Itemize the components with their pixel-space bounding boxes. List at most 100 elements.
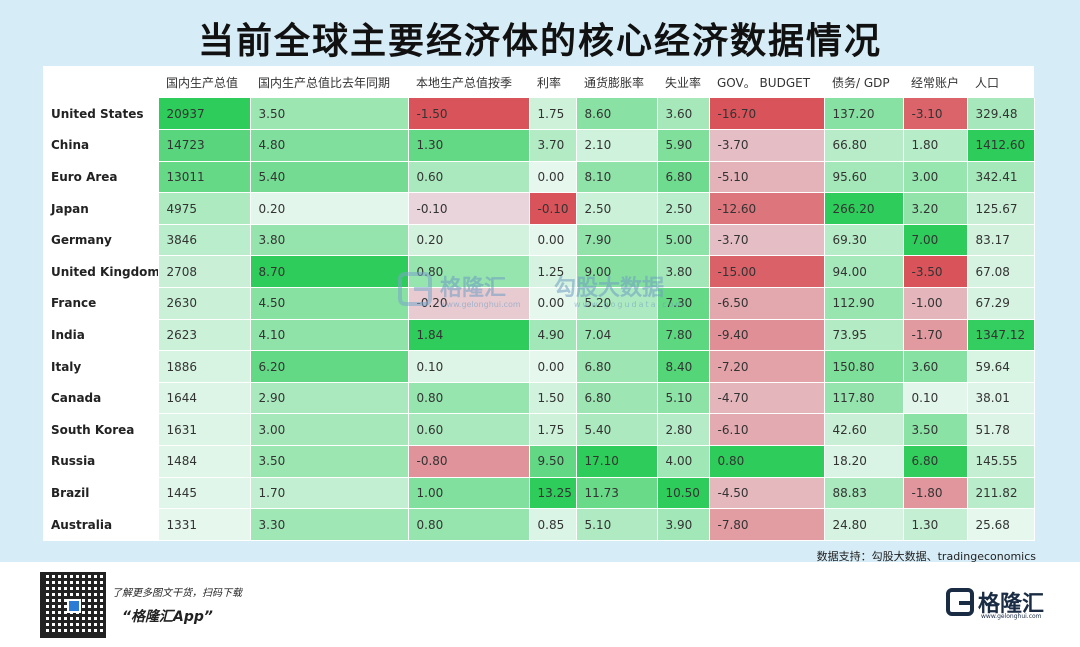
qr-center-logo-icon: [67, 599, 81, 613]
table-cell: -15.00: [709, 255, 825, 289]
page-title: 当前全球主要经济体的核心经济数据情况: [197, 21, 882, 62]
table-cell: 211.82: [967, 477, 1035, 510]
table-cell: 0.00: [529, 161, 577, 194]
table-cell: 5.40: [576, 413, 658, 447]
country-name: United States: [43, 98, 159, 131]
table-cell: 1412.60: [967, 129, 1035, 162]
table-cell: 329.48: [967, 98, 1035, 131]
table-cell: 7.00: [903, 224, 968, 257]
table-cell: -3.10: [903, 98, 968, 131]
column-header: 经常账户: [903, 66, 967, 98]
table-cell: 4975: [158, 192, 251, 225]
table-cell: 2.50: [576, 192, 658, 225]
table-cell: 73.95: [824, 319, 904, 352]
table-cell: 0.85: [529, 508, 577, 541]
table-row: India 2623 4.10 1.84 4.90 7.04 7.80 -9.40 73.95-…: [43, 319, 1035, 352]
brand-logo-icon: [946, 588, 974, 616]
table-cell: 1.75: [529, 413, 577, 447]
table-row: Italy 1886 6.20 0.10 0.00 6.80 8.40 -7.20 150.80…: [43, 350, 1035, 383]
table-cell: 18.20: [824, 445, 904, 478]
table-cell: 1644: [158, 382, 251, 415]
table-cell: 3.50: [903, 413, 968, 447]
table-cell: 2.10: [576, 129, 658, 162]
table-cell: 14723: [158, 129, 251, 162]
table-cell: 20937: [158, 98, 251, 131]
country-name: Germany: [43, 224, 159, 257]
table-cell: 1.00: [408, 477, 530, 510]
footer-app-name: “格隆汇App”: [122, 609, 213, 625]
table-cell: 1445: [158, 477, 251, 510]
table-cell: -4.70: [709, 382, 825, 415]
table-cell: 2623: [158, 319, 251, 352]
table-cell: -0.80: [408, 445, 530, 478]
table-cell: 0.20: [408, 224, 530, 257]
table-cell: 83.17: [967, 224, 1035, 257]
table-cell: 2630: [158, 287, 251, 320]
table-cell: 6.80: [576, 382, 658, 415]
table-cell: 6.80: [576, 350, 658, 383]
table-cell: 9.50: [529, 445, 577, 478]
table-cell: 4.50: [250, 287, 409, 320]
table-cell: 3.50: [250, 445, 409, 478]
table-cell: 3.70: [529, 129, 577, 162]
table-cell: 8.70: [250, 255, 409, 289]
table-cell: 2.80: [657, 413, 710, 447]
table-cell: 3.90: [657, 508, 710, 541]
table-cell: 1.30: [903, 508, 968, 541]
table-row: United Kingdom 2708 8.70 0.80 1.25 9.00 3.80 -1…: [43, 255, 1035, 289]
table-cell: -1.80: [903, 477, 968, 510]
table-cell: 6.80: [903, 445, 968, 478]
country-name: Australia: [43, 508, 159, 541]
table-row: United States 20937 3.50 -1.50 1.75 8.60 3.60-…: [43, 98, 1035, 131]
qr-code-icon[interactable]: [40, 572, 106, 638]
table-cell: 2708: [158, 255, 251, 289]
table-cell: 1631: [158, 413, 251, 447]
table-cell: -0.20: [408, 287, 530, 320]
table-cell: 11.73: [576, 477, 658, 510]
table-cell: 0.20: [250, 192, 409, 225]
table-cell: 137.20: [824, 98, 904, 131]
table-cell: 3.30: [250, 508, 409, 541]
table-cell: 5.10: [576, 508, 658, 541]
table-cell: 95.60: [824, 161, 904, 194]
table-cell: 0.60: [408, 413, 530, 447]
table-cell: 4.10: [250, 319, 409, 352]
table-cell: 67.08: [967, 255, 1035, 289]
table-cell: 150.80: [824, 350, 904, 383]
table-cell: 0.80: [408, 255, 530, 289]
table-cell: -0.10: [408, 192, 530, 225]
table-cell: 67.29: [967, 287, 1035, 320]
table-cell: 1484: [158, 445, 251, 478]
table-cell: 1.84: [408, 319, 530, 352]
table-cell: 0.00: [529, 287, 577, 320]
table-cell: 2.90: [250, 382, 409, 415]
table-cell: 13.25: [529, 477, 577, 510]
table-cell: 3.50: [250, 98, 409, 131]
table-cell: 117.80: [824, 382, 904, 415]
footer-brand-url: www.gelonghui.com: [981, 613, 1042, 620]
table-cell: 3.80: [250, 224, 409, 257]
country-name: France: [43, 287, 159, 320]
table-cell: 0.00: [529, 350, 577, 383]
column-header: 人口: [967, 66, 1034, 98]
country-name: India: [43, 319, 159, 352]
table-header-row: 国内生产总值 国内生产总值比去年同期 本地生产总值按季 利率 通货膨胀率 失业率 GOV。 …: [43, 66, 1034, 98]
country-name: China: [43, 129, 159, 162]
table-cell: 7.04: [576, 319, 658, 352]
table-cell: -7.80: [709, 508, 825, 541]
table-cell: 4.80: [250, 129, 409, 162]
column-header: GOV。 BUDGET: [709, 66, 824, 98]
table-cell: 112.90: [824, 287, 904, 320]
table-cell: 3.80: [657, 255, 710, 289]
table-cell: 5.90: [657, 129, 710, 162]
table-cell: 0.80: [408, 508, 530, 541]
column-header: 失业率: [657, 66, 709, 98]
table-cell: 1331: [158, 508, 251, 541]
table-cell: 1886: [158, 350, 251, 383]
table-cell: 7.30: [657, 287, 710, 320]
table-cell: 1347.12: [967, 319, 1035, 352]
table-cell: 1.30: [408, 129, 530, 162]
country-name: South Korea: [43, 413, 159, 447]
table-cell: 94.00: [824, 255, 904, 289]
table-cell: 8.40: [657, 350, 710, 383]
